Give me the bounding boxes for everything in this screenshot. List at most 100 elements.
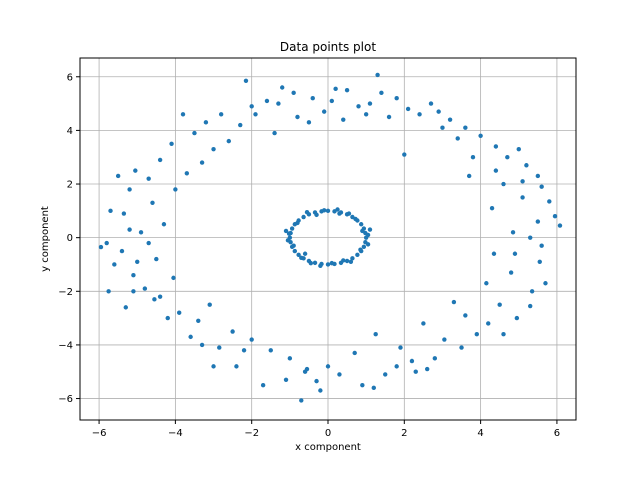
data-point	[146, 240, 151, 246]
data-point	[524, 163, 529, 168]
data-point	[280, 85, 285, 90]
data-point	[306, 120, 312, 125]
data-point	[318, 263, 323, 269]
data-point	[177, 310, 182, 315]
data-point	[543, 281, 548, 286]
data-point	[285, 238, 291, 243]
data-point	[272, 130, 277, 136]
data-point	[161, 222, 167, 227]
data-point	[325, 208, 331, 214]
data-point	[283, 228, 289, 234]
data-point	[350, 256, 355, 261]
data-point	[286, 231, 292, 236]
data-point	[283, 377, 289, 382]
data-point	[528, 303, 533, 309]
data-point	[108, 208, 113, 214]
data-point	[537, 259, 542, 264]
data-point	[234, 364, 239, 369]
data-point	[329, 98, 335, 104]
data-point	[150, 200, 155, 205]
y-tick-label: 0	[67, 233, 73, 244]
data-point	[463, 125, 468, 130]
data-point	[165, 315, 170, 321]
data-point	[405, 106, 411, 112]
data-point	[375, 72, 380, 78]
data-point	[346, 211, 352, 216]
data-point	[493, 144, 499, 149]
data-point	[133, 168, 138, 173]
data-point	[260, 382, 266, 388]
data-point	[291, 243, 296, 248]
data-point	[123, 305, 128, 310]
y-tick-label: −4	[58, 340, 73, 351]
x-tick-label: 0	[325, 428, 331, 439]
data-point	[470, 155, 476, 160]
data-point	[299, 398, 304, 403]
data-point	[383, 372, 388, 377]
data-point	[295, 114, 300, 120]
data-point	[421, 321, 426, 326]
data-point	[344, 258, 350, 264]
y-tick-label: 6	[67, 72, 73, 83]
x-tick-label: −6	[92, 428, 107, 439]
data-point	[557, 223, 563, 228]
data-point	[253, 112, 258, 117]
data-point	[325, 364, 331, 369]
data-point	[146, 176, 151, 181]
data-point	[436, 109, 441, 114]
data-point	[442, 337, 447, 342]
data-point	[520, 179, 525, 184]
data-point	[268, 348, 273, 353]
data-point	[394, 364, 399, 369]
data-point	[230, 329, 235, 334]
data-point	[373, 331, 378, 337]
data-point	[299, 255, 304, 260]
x-tick-label: −2	[244, 428, 259, 439]
data-point	[360, 382, 365, 388]
chart-title: Data points plot	[280, 40, 376, 54]
data-point	[241, 348, 247, 353]
data-point	[474, 331, 479, 337]
data-point	[371, 385, 376, 391]
data-point	[398, 345, 403, 350]
data-point	[211, 364, 216, 369]
data-point	[486, 321, 491, 326]
data-point	[361, 244, 367, 249]
grid-lines	[80, 58, 576, 420]
data-point	[539, 184, 544, 189]
data-point	[447, 117, 453, 122]
y-tick-label: −6	[58, 394, 73, 405]
data-point	[249, 337, 254, 342]
data-point	[106, 289, 111, 294]
data-point	[337, 211, 342, 216]
data-point	[413, 369, 418, 374]
data-point	[484, 281, 489, 286]
data-point	[417, 112, 422, 117]
data-point	[432, 356, 438, 361]
y-tick-label: 4	[67, 126, 73, 137]
data-point	[301, 214, 306, 220]
data-point	[341, 258, 346, 263]
data-point	[478, 133, 483, 138]
data-point	[365, 242, 371, 247]
data-point	[360, 228, 365, 234]
data-point	[302, 369, 308, 374]
data-point	[203, 120, 209, 125]
data-point	[501, 181, 506, 187]
data-point	[358, 222, 364, 227]
data-point	[409, 358, 415, 364]
data-point	[310, 96, 315, 101]
data-point	[314, 212, 319, 218]
x-tick-label: 4	[477, 428, 483, 439]
data-point	[501, 331, 506, 337]
data-point	[135, 259, 140, 264]
data-point	[352, 350, 357, 356]
data-point	[367, 101, 373, 106]
data-point	[335, 207, 340, 212]
data-point	[218, 112, 224, 117]
data-point	[304, 209, 310, 215]
x-axis-label: x component	[295, 442, 361, 453]
data-point	[348, 259, 354, 264]
data-point	[238, 122, 243, 128]
data-point	[173, 187, 178, 192]
